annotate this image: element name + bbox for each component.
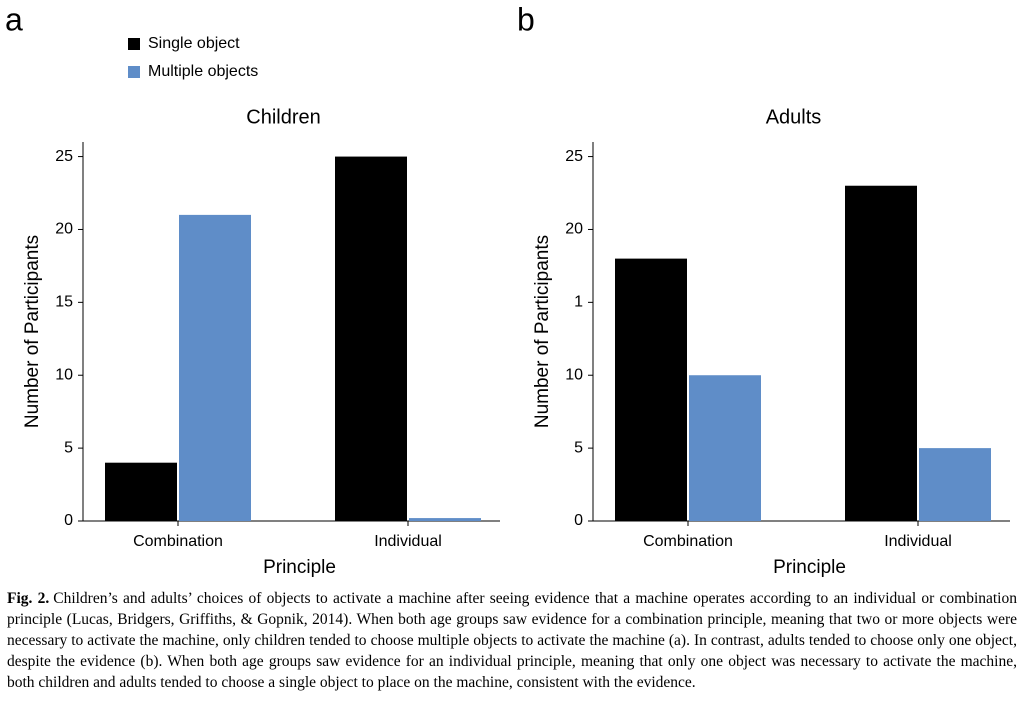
panel-label: a	[5, 1, 23, 37]
caption-text: Children’s and adults’ choices of object…	[7, 590, 1017, 691]
y-tick-label: 15	[55, 294, 73, 311]
bar	[615, 258, 687, 521]
x-tick-label: Combination	[133, 533, 223, 550]
x-axis-label: Principle	[263, 557, 336, 578]
y-tick-label: 5	[574, 439, 583, 456]
y-tick-label: 25	[55, 148, 73, 165]
charts: a Children Principle Number of Participants…	[5, 1, 1010, 578]
bar	[845, 185, 917, 521]
bar	[689, 375, 761, 521]
y-tick-label: 20	[55, 221, 73, 238]
y-tick-label: 1	[574, 294, 583, 311]
x-tick-label: Individual	[884, 533, 952, 550]
bar	[179, 214, 251, 521]
y-tick-label: 0	[64, 512, 73, 529]
y-tick-label: 5	[64, 439, 73, 456]
y-tick-label: 10	[55, 366, 73, 383]
panel-label: b	[517, 1, 535, 37]
caption: Fig. 2. Children’s and adults’ choices of…	[7, 588, 1017, 693]
y-tick-label: 10	[565, 366, 583, 383]
legend-swatch	[128, 38, 140, 50]
y-axis-label: Number of Participants	[22, 235, 43, 428]
x-tick-label: Combination	[643, 533, 733, 550]
x-tick-label: Individual	[374, 533, 442, 550]
bar	[105, 462, 177, 521]
y-tick-label: 20	[565, 221, 583, 238]
legend-label: Multiple objects	[148, 63, 258, 80]
chart-title: Children	[246, 106, 320, 128]
legend-swatch	[128, 66, 140, 78]
caption-label: Fig. 2.	[7, 590, 50, 607]
bar	[335, 156, 407, 522]
y-tick-label: 25	[565, 148, 583, 165]
y-tick-label: 0	[574, 512, 583, 529]
y-axis-label: Number of Participants	[532, 235, 553, 428]
chart-title: Adults	[766, 106, 822, 128]
legend-label: Single object	[148, 35, 240, 52]
bar	[409, 518, 481, 521]
x-axis-label: Principle	[773, 557, 846, 578]
bar	[919, 448, 991, 521]
